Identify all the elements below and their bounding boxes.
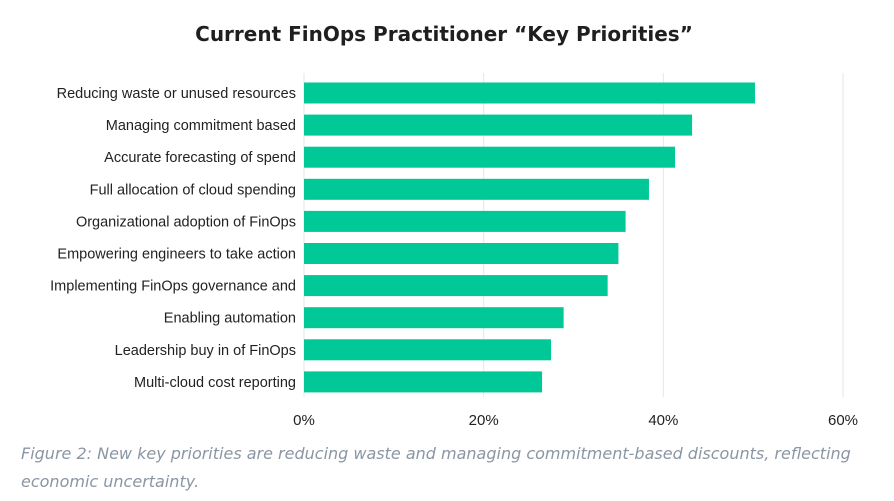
category-label: Organizational adoption of FinOps: [76, 214, 296, 230]
x-tick-label: 20%: [469, 412, 499, 429]
figure-caption: Figure 2: New key priorities are reducin…: [21, 444, 851, 491]
x-tick-label: 60%: [828, 412, 858, 429]
category-label: Empowering engineers to take action: [57, 247, 296, 263]
chart-title: Current FinOps Practitioner “Key Priorit…: [195, 22, 693, 46]
bar: [304, 371, 543, 393]
bar: [304, 307, 564, 329]
category-label: Full allocation of cloud spending: [90, 182, 296, 198]
bar: [304, 210, 626, 232]
category-label: Accurate forecasting of spend: [104, 150, 296, 166]
category-label: Leadership buy in of FinOps: [115, 343, 296, 359]
x-tick-label: 0%: [293, 412, 315, 429]
x-tick-labels: 0% 20% 40% 60%: [293, 412, 858, 429]
category-label: Multi-cloud cost reporting: [134, 375, 296, 391]
bar: [304, 275, 608, 297]
bar: [304, 82, 755, 104]
category-label: Enabling automation: [164, 311, 296, 327]
bar: [304, 178, 649, 200]
category-label: Implementing FinOps governance and: [50, 279, 296, 295]
bar: [304, 146, 676, 168]
category-label: Managing commitment based: [106, 118, 296, 134]
bar: [304, 339, 552, 361]
x-tick-label: 40%: [648, 412, 678, 429]
bar: [304, 243, 619, 264]
category-labels: Reducing waste or unused resources Managi…: [50, 86, 296, 391]
bars: [304, 82, 755, 393]
bar: [304, 114, 693, 136]
category-label: Reducing waste or unused resources: [57, 86, 296, 102]
